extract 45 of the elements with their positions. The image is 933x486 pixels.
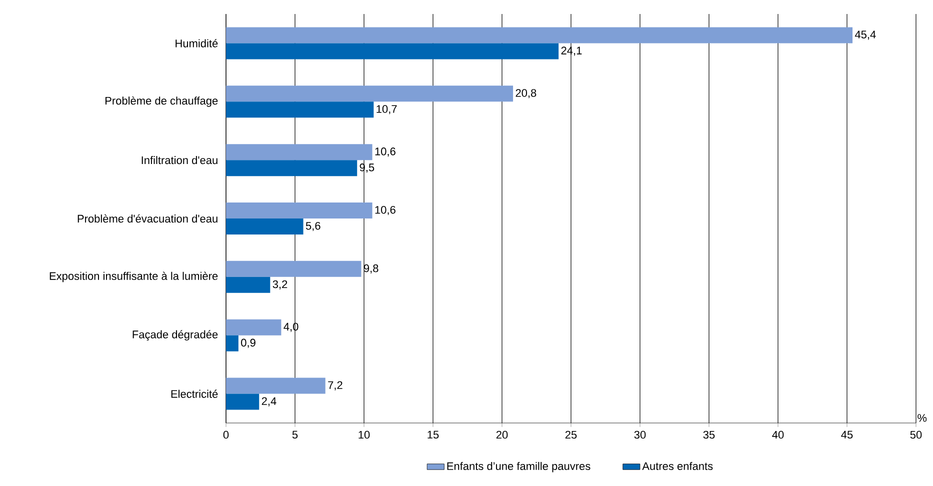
bar xyxy=(226,27,853,44)
x-tick-label: 5 xyxy=(292,430,298,439)
bar xyxy=(226,276,270,293)
y-tick-label: Problème d'évacuation d'eau xyxy=(78,214,218,223)
bar xyxy=(226,394,260,410)
x-tick-label: 35 xyxy=(703,430,715,439)
bar xyxy=(226,43,559,60)
data-label: 3,2 xyxy=(272,280,288,290)
data-label: 20,8 xyxy=(516,89,536,98)
y-tick-label: Problème de chauffage xyxy=(106,96,218,107)
data-label: 0,9 xyxy=(241,338,256,348)
bar xyxy=(226,378,326,394)
data-label: 10,7 xyxy=(376,105,397,114)
x-tick-label: 15 xyxy=(428,430,439,439)
x-tick-label: 25 xyxy=(565,430,577,439)
y-tick-label: Exposition insuffisante à la lumière xyxy=(50,272,218,282)
x-axis-title: % xyxy=(918,414,927,422)
data-label: 7,2 xyxy=(328,381,342,390)
y-tick-label: Electricité xyxy=(171,390,218,398)
bar xyxy=(226,102,374,118)
legend-label: Autres enfants xyxy=(642,462,713,470)
bar xyxy=(226,335,238,352)
x-tick-label: 20 xyxy=(496,430,508,439)
bar xyxy=(226,86,514,102)
data-label: 45,4 xyxy=(854,30,876,40)
y-tick-label: Humidité xyxy=(176,39,218,48)
x-tick-label: 30 xyxy=(634,430,646,439)
data-label: 10,6 xyxy=(375,148,396,157)
legend-label: Enfants d’une famille pauvres xyxy=(447,462,590,472)
y-tick-label: Façade dégradée xyxy=(132,330,218,341)
x-tick-label: 40 xyxy=(772,430,784,439)
bar xyxy=(226,319,282,336)
data-label: 10,6 xyxy=(375,206,396,216)
bar xyxy=(226,144,372,160)
y-tick-label: Infiltration d'eau xyxy=(142,156,218,164)
bar xyxy=(226,260,362,277)
data-label: 5,6 xyxy=(306,222,320,232)
bar xyxy=(226,160,358,176)
x-tick-label: 0 xyxy=(223,430,229,439)
x-tick-label: 50 xyxy=(910,430,922,439)
x-tick-label: 10 xyxy=(358,430,370,439)
x-tick-label: 45 xyxy=(841,430,853,439)
bar xyxy=(226,218,304,234)
bar xyxy=(226,202,372,218)
data-label: 2,4 xyxy=(262,397,276,406)
